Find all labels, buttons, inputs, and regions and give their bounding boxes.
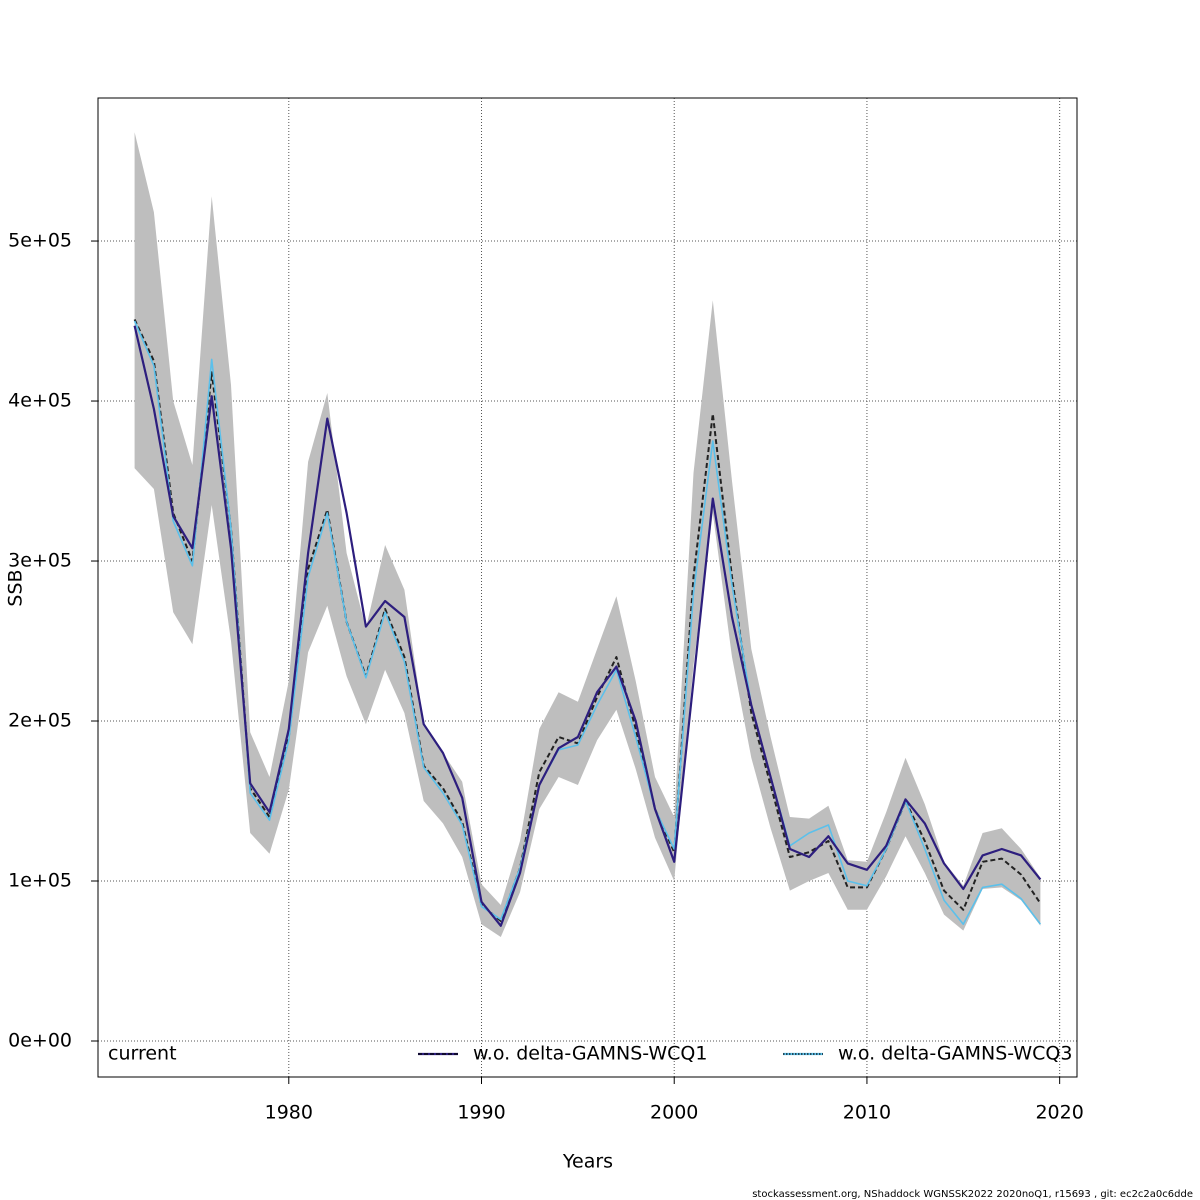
y-tick-label: 4e+05 — [8, 390, 72, 412]
legend-label: w.o. delta-GAMNS-WCQ3 — [838, 1043, 1072, 1065]
legend-label: w.o. delta-GAMNS-WCQ1 — [473, 1043, 707, 1065]
plot-frame — [97, 97, 1078, 1078]
y-axis-title: SSB — [5, 569, 27, 606]
y-tick-label: 0e+00 — [8, 1030, 72, 1052]
legend-entry: current — [108, 1043, 177, 1065]
y-tick-label: 2e+05 — [8, 710, 72, 732]
x-tick-label: 1990 — [457, 1102, 505, 1124]
x-axis-title: Years — [562, 1151, 613, 1173]
series-line — [133, 325, 1042, 927]
plot-area: current w.o. delta-GAMNS-WCQ1 w.o. delta-G… — [98, 98, 1077, 1077]
legend-label: current — [108, 1043, 177, 1065]
x-tick-label: 2000 — [650, 1102, 698, 1124]
footnote: stockassessment.org, NShaddock WGNSSK202… — [752, 1189, 1193, 1200]
x-tick-label: 2010 — [843, 1102, 891, 1124]
x-tick-label: 1980 — [265, 1102, 313, 1124]
x-tick-label: 2020 — [1035, 1102, 1083, 1124]
legend-entry: w.o. delta-GAMNS-WCQ1 — [418, 1043, 707, 1065]
y-tick-label: 1e+05 — [8, 870, 72, 892]
confidence-band — [134, 132, 1041, 937]
series-line — [133, 320, 1042, 925]
y-tick-label: 3e+05 — [8, 550, 72, 572]
y-tick-label: 5e+05 — [8, 230, 72, 252]
legend-entry: w.o. delta-GAMNS-WCQ3 — [783, 1043, 1072, 1065]
